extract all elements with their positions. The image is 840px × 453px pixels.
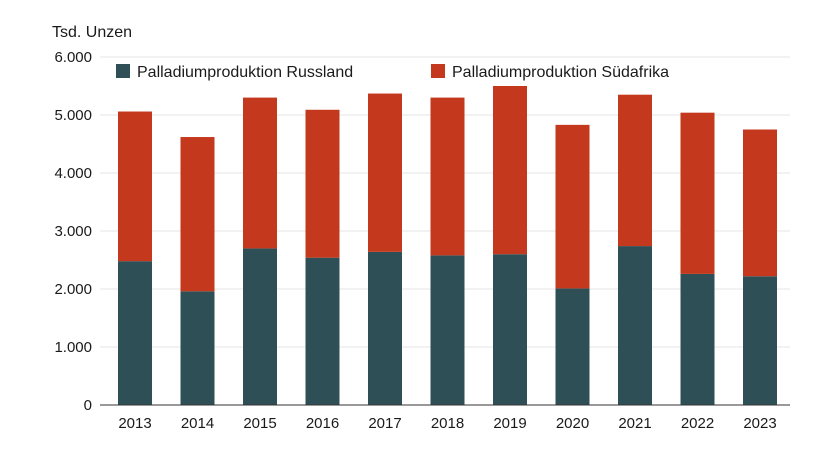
x-tick-label: 2017 — [368, 415, 401, 432]
bar-suedafrika — [680, 112, 715, 274]
bar-russland — [305, 257, 340, 405]
bar-russland — [493, 254, 527, 405]
bar-russland — [618, 246, 652, 405]
bar-suedafrika — [430, 97, 465, 256]
y-tick-label: 1.000 — [54, 339, 92, 356]
y-tick-label: 0 — [84, 397, 92, 414]
bar-suedafrika — [743, 129, 777, 277]
x-tick-label: 2015 — [243, 415, 276, 432]
y-tick-label: 6.000 — [54, 49, 92, 66]
bar-russland — [680, 273, 715, 405]
x-tick-label: 2019 — [493, 415, 526, 432]
y-tick-label: 4.000 — [54, 165, 92, 182]
bar-suedafrika — [368, 93, 402, 252]
y-tick-labels: 0 1.000 2.000 3.000 4.000 5.000 6.000 — [54, 49, 92, 414]
bar-suedafrika — [118, 111, 152, 262]
bars — [118, 86, 777, 405]
bar-russland — [555, 288, 590, 405]
legend-swatch-suedafrika — [431, 64, 445, 78]
legend-label-russland: Palladiumproduktion Russland — [137, 64, 353, 81]
bar-suedafrika — [555, 124, 590, 289]
x-tick-label: 2022 — [681, 415, 714, 432]
x-tick-label: 2013 — [118, 415, 151, 432]
y-tick-label: 2.000 — [54, 281, 92, 298]
x-tick-label: 2014 — [181, 415, 214, 432]
bar-russland — [180, 291, 215, 405]
x-tick-label: 2018 — [431, 415, 464, 432]
x-tick-label: 2020 — [556, 415, 589, 432]
bar-suedafrika — [493, 86, 527, 255]
bar-suedafrika — [618, 94, 652, 247]
bar-suedafrika — [305, 109, 340, 258]
y-tick-label: 3.000 — [54, 223, 92, 240]
bar-russland — [118, 261, 152, 405]
x-tick-label: 2023 — [743, 415, 776, 432]
bar-russland — [430, 255, 465, 405]
bar-russland — [243, 248, 277, 405]
y-unit-label: Tsd. Unzen — [52, 24, 132, 41]
y-tick-label: 5.000 — [54, 107, 92, 124]
x-tick-labels: 2013 2014 2015 2016 2017 2018 2019 2020 2021 2022… — [118, 415, 776, 432]
bar-suedafrika — [180, 137, 215, 292]
bar-suedafrika — [243, 97, 277, 249]
bar-russland — [743, 276, 777, 405]
x-tick-label: 2021 — [618, 415, 651, 432]
legend-label-suedafrika: Palladiumproduktion Südafrika — [452, 64, 669, 81]
legend: Palladiumproduktion Russland Palladiumpr… — [116, 64, 669, 81]
legend-swatch-russland — [116, 64, 130, 78]
x-tick-label: 2016 — [306, 415, 339, 432]
bar-russland — [368, 251, 402, 405]
